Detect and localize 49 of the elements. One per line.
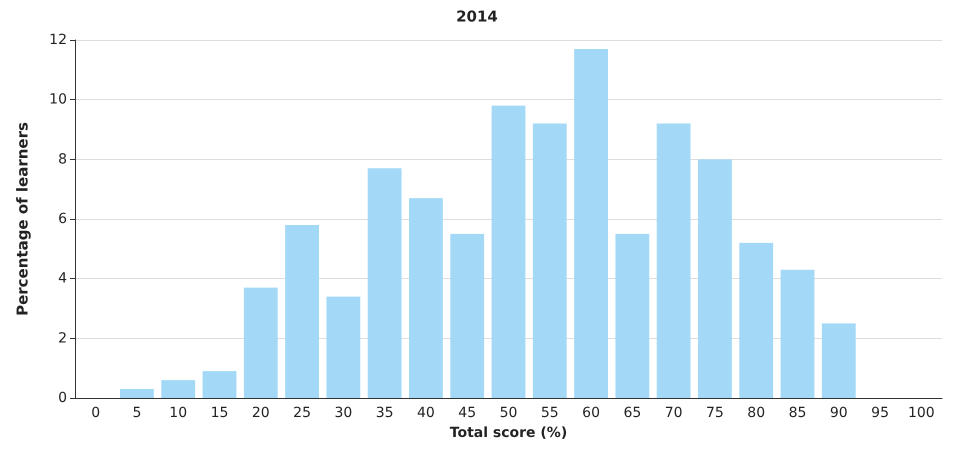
x-tick-label: 20	[252, 405, 270, 421]
x-tick-label: 70	[664, 405, 683, 421]
y-tick-label: 12	[49, 32, 67, 48]
bar	[285, 224, 319, 398]
y-tick-label: 8	[58, 151, 67, 168]
bar	[409, 198, 443, 398]
x-tick-label: 0	[91, 405, 100, 421]
bar	[450, 234, 484, 398]
bar	[120, 389, 154, 398]
x-tick-label: 30	[334, 405, 352, 421]
y-tick-label: 10	[49, 92, 67, 108]
bar	[326, 296, 360, 398]
y-tick-label: 0	[58, 390, 67, 406]
bar	[532, 124, 567, 398]
x-tick-label: 45	[458, 405, 476, 421]
bar	[492, 106, 526, 398]
bar	[698, 159, 732, 398]
x-tick-label: 40	[417, 405, 435, 421]
x-tick-label: 95	[871, 405, 889, 421]
y-tick-label: 2	[58, 330, 67, 346]
bar	[161, 380, 196, 398]
x-tick-label: 100	[908, 405, 935, 421]
y-axis-title: Percentage of learners	[14, 122, 32, 316]
x-tick-label: 10	[169, 405, 188, 421]
y-tick-label: 4	[58, 270, 68, 287]
x-tick-label: 15	[210, 405, 228, 421]
bar	[780, 270, 814, 398]
y-tick-label: 6	[58, 211, 68, 227]
x-tick-label: 80	[747, 405, 766, 421]
bar	[202, 371, 236, 398]
bar	[244, 288, 278, 398]
x-tick-label: 25	[293, 405, 311, 421]
x-tick-label: 5	[132, 405, 142, 421]
x-tick-label: 35	[376, 405, 394, 421]
x-tick-label: 65	[623, 405, 642, 421]
bar	[656, 124, 691, 398]
x-tick-label: 90	[830, 405, 848, 421]
chart-title: 2014	[456, 8, 498, 26]
x-tick-label: 75	[706, 405, 724, 421]
x-tick-label: 85	[788, 405, 806, 421]
bar	[822, 323, 856, 398]
x-tick-label: 50	[500, 405, 518, 421]
x-tick-label: 60	[582, 405, 600, 421]
x-axis-title: Total score (%)	[450, 425, 568, 441]
x-tick-label: 55	[540, 405, 559, 421]
bar	[368, 168, 402, 398]
bar	[574, 48, 608, 398]
bar	[615, 234, 650, 398]
bar	[739, 242, 774, 398]
